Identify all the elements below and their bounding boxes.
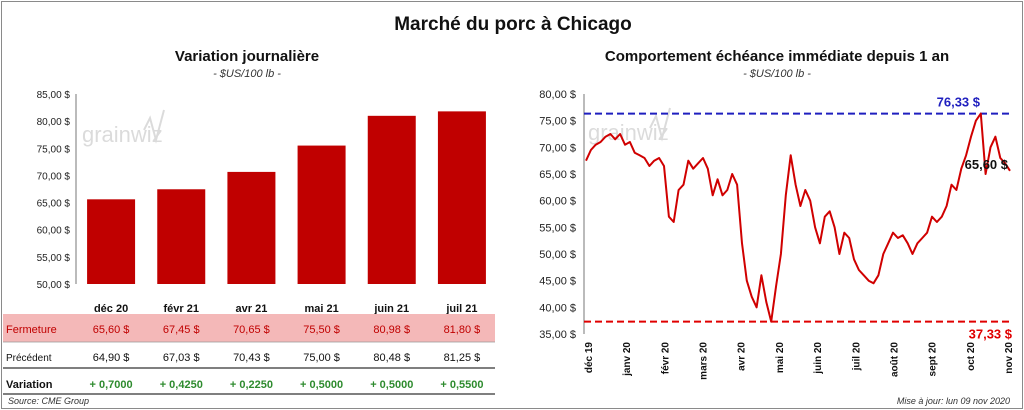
source-note: Source: CME Group xyxy=(8,396,90,406)
price-table: Fermeture 65,60 $ 67,45 $ 70,65 $ 75,50 $ 80,… xyxy=(3,314,495,395)
table-cell: 80,48 $ xyxy=(373,352,410,364)
table-cell: + 0,7000 xyxy=(90,379,133,391)
watermark-mark xyxy=(143,109,165,144)
x-tick-label: févr 20 xyxy=(660,342,671,375)
x-tick-label: avr 20 xyxy=(737,342,748,371)
x-tick-label: juil 20 xyxy=(851,342,862,372)
bar xyxy=(87,199,136,284)
table-cell: + 0,4250 xyxy=(160,379,203,391)
y-tick-label: 80,00 $ xyxy=(37,117,71,128)
table-row-label: Fermeture xyxy=(6,324,57,336)
table-cell: 65,60 $ xyxy=(93,324,130,336)
last-value-label: 65,60 $ xyxy=(965,157,1009,172)
bar xyxy=(367,115,416,284)
right-panel-subtitle: - $US/100 lb - xyxy=(743,68,811,80)
right-panel-title: Comportement échéance immédiate depuis 1… xyxy=(604,48,950,65)
y-tick-label: 70,00 $ xyxy=(37,171,71,182)
y-tick-label: 85,00 $ xyxy=(37,90,71,101)
left-panel-subtitle: - $US/100 lb - xyxy=(213,68,281,80)
y-tick-label: 60,00 $ xyxy=(37,226,71,237)
table-cell: 67,45 $ xyxy=(163,324,200,336)
y-tick-label: 50,00 $ xyxy=(539,249,576,261)
y-tick-label: 65,00 $ xyxy=(37,199,71,210)
y-tick-label: 70,00 $ xyxy=(539,142,576,154)
min-label: 37,33 $ xyxy=(969,327,1013,342)
table-cell: + 0,5000 xyxy=(370,379,413,391)
x-tick-label: mars 20 xyxy=(699,342,710,380)
x-tick-label: nov 20 xyxy=(1004,342,1015,374)
y-tick-label: 55,00 $ xyxy=(539,222,576,234)
x-tick-label: avr 21 xyxy=(236,303,268,315)
table-cell: 67,03 $ xyxy=(163,352,200,364)
y-tick-label: 35,00 $ xyxy=(539,329,576,341)
table-cell: + 0,2250 xyxy=(230,379,273,391)
x-tick-label: juin 21 xyxy=(373,303,409,315)
table-row-label: Variation xyxy=(6,379,53,391)
watermark-text: grainwiz xyxy=(82,122,163,147)
table-cell: 80,98 $ xyxy=(373,324,410,336)
y-tick-label: 55,00 $ xyxy=(37,253,71,264)
main-title: Marché du porc à Chicago xyxy=(394,14,632,35)
x-tick-label: janv 20 xyxy=(622,342,633,377)
table-cell: 75,50 $ xyxy=(303,324,340,336)
bar xyxy=(227,171,276,284)
y-tick-label: 50,00 $ xyxy=(37,280,71,291)
table-cell: 81,25 $ xyxy=(444,352,481,364)
x-tick-label: juin 20 xyxy=(813,342,824,375)
y-tick-label: 75,00 $ xyxy=(539,116,576,128)
y-tick-label: 60,00 $ xyxy=(539,196,576,208)
left-panel-title: Variation journalière xyxy=(174,48,320,65)
y-tick-label: 40,00 $ xyxy=(539,302,576,314)
y-tick-label: 65,00 $ xyxy=(539,169,576,181)
y-tick-label: 45,00 $ xyxy=(539,276,576,288)
table-cell: 81,80 $ xyxy=(444,324,481,336)
y-tick-label: 75,00 $ xyxy=(37,144,71,155)
x-tick-label: août 20 xyxy=(889,342,900,377)
bar xyxy=(437,111,486,284)
table-cell: 70,65 $ xyxy=(233,324,270,336)
table-cell: + 0,5500 xyxy=(440,379,483,391)
x-tick-label: déc 20 xyxy=(94,303,128,315)
table-cell: 64,90 $ xyxy=(93,352,130,364)
bar-chart: grainwiz 50,00 $ 55,00 $ 60,00 $ 65,00 $ 70,0… xyxy=(37,90,486,315)
max-label: 76,33 $ xyxy=(937,95,981,110)
table-cell: 75,00 $ xyxy=(303,352,340,364)
table-cell: + 0,5000 xyxy=(300,379,343,391)
watermark-logo: grainwiz xyxy=(82,109,165,147)
x-tick-label: févr 21 xyxy=(164,303,199,315)
price-line xyxy=(585,112,1011,323)
update-note: Mise à jour: lun 09 nov 2020 xyxy=(896,396,1010,406)
fermeture-row-bg xyxy=(3,314,495,342)
x-tick-label: mai 20 xyxy=(775,342,786,374)
x-tick-label: oct 20 xyxy=(966,342,977,371)
watermark-logo: grainwiz xyxy=(588,107,671,145)
x-tick-label: mai 21 xyxy=(304,303,338,315)
x-tick-label: déc 19 xyxy=(584,342,595,374)
bar xyxy=(297,145,346,284)
watermark-mark xyxy=(649,107,671,142)
x-tick-label: sept 20 xyxy=(928,342,939,377)
line-chart: grainwiz 35,00 $ 40,00 $ 45,00 $ 50,00 $ 55,0… xyxy=(539,89,1015,380)
y-tick-label: 80,00 $ xyxy=(539,89,576,101)
table-row-label: Précédent xyxy=(6,353,52,364)
bar xyxy=(157,189,206,284)
x-tick-label: juil 21 xyxy=(445,303,477,315)
table-cell: 70,43 $ xyxy=(233,352,270,364)
